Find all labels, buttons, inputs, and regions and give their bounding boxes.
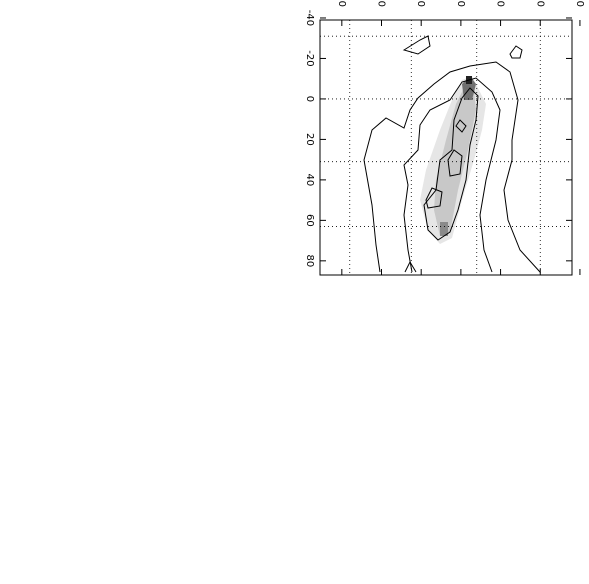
y-tick-label: 20 [304,133,315,146]
contour [447,149,463,177]
y-tick-label: -20 [304,50,315,66]
map-mid [434,84,476,236]
intensity-map [420,76,486,244]
x-tick-label: 40 [455,0,466,7]
map-high [440,222,448,236]
contour [363,61,541,273]
contour [403,77,501,273]
plot-frame [319,19,573,276]
y-tick-label: 40 [304,174,315,187]
x-tick-label: 20 [495,0,506,7]
y-tick-label: 0 [304,96,315,102]
contour [425,187,443,209]
x-tick-label: 80 [376,0,387,7]
x-tick-label: 0 [534,1,545,7]
contour [423,87,479,241]
contour [404,260,417,273]
x-tick-label: 60 [415,0,426,7]
contour [455,119,467,133]
y-tick-label: -40 [304,10,315,26]
axes: -40 -20 0 20 40 60 80 100 80 60 40 20 0 -20 [304,0,585,275]
contour [509,45,523,59]
x-tick-label: -20 [574,0,585,7]
contours [363,35,541,273]
y-tick-label: 60 [304,214,315,227]
contour [402,35,431,55]
x-tick-label: 100 [336,0,347,7]
y-tick-label: 80 [304,254,315,267]
